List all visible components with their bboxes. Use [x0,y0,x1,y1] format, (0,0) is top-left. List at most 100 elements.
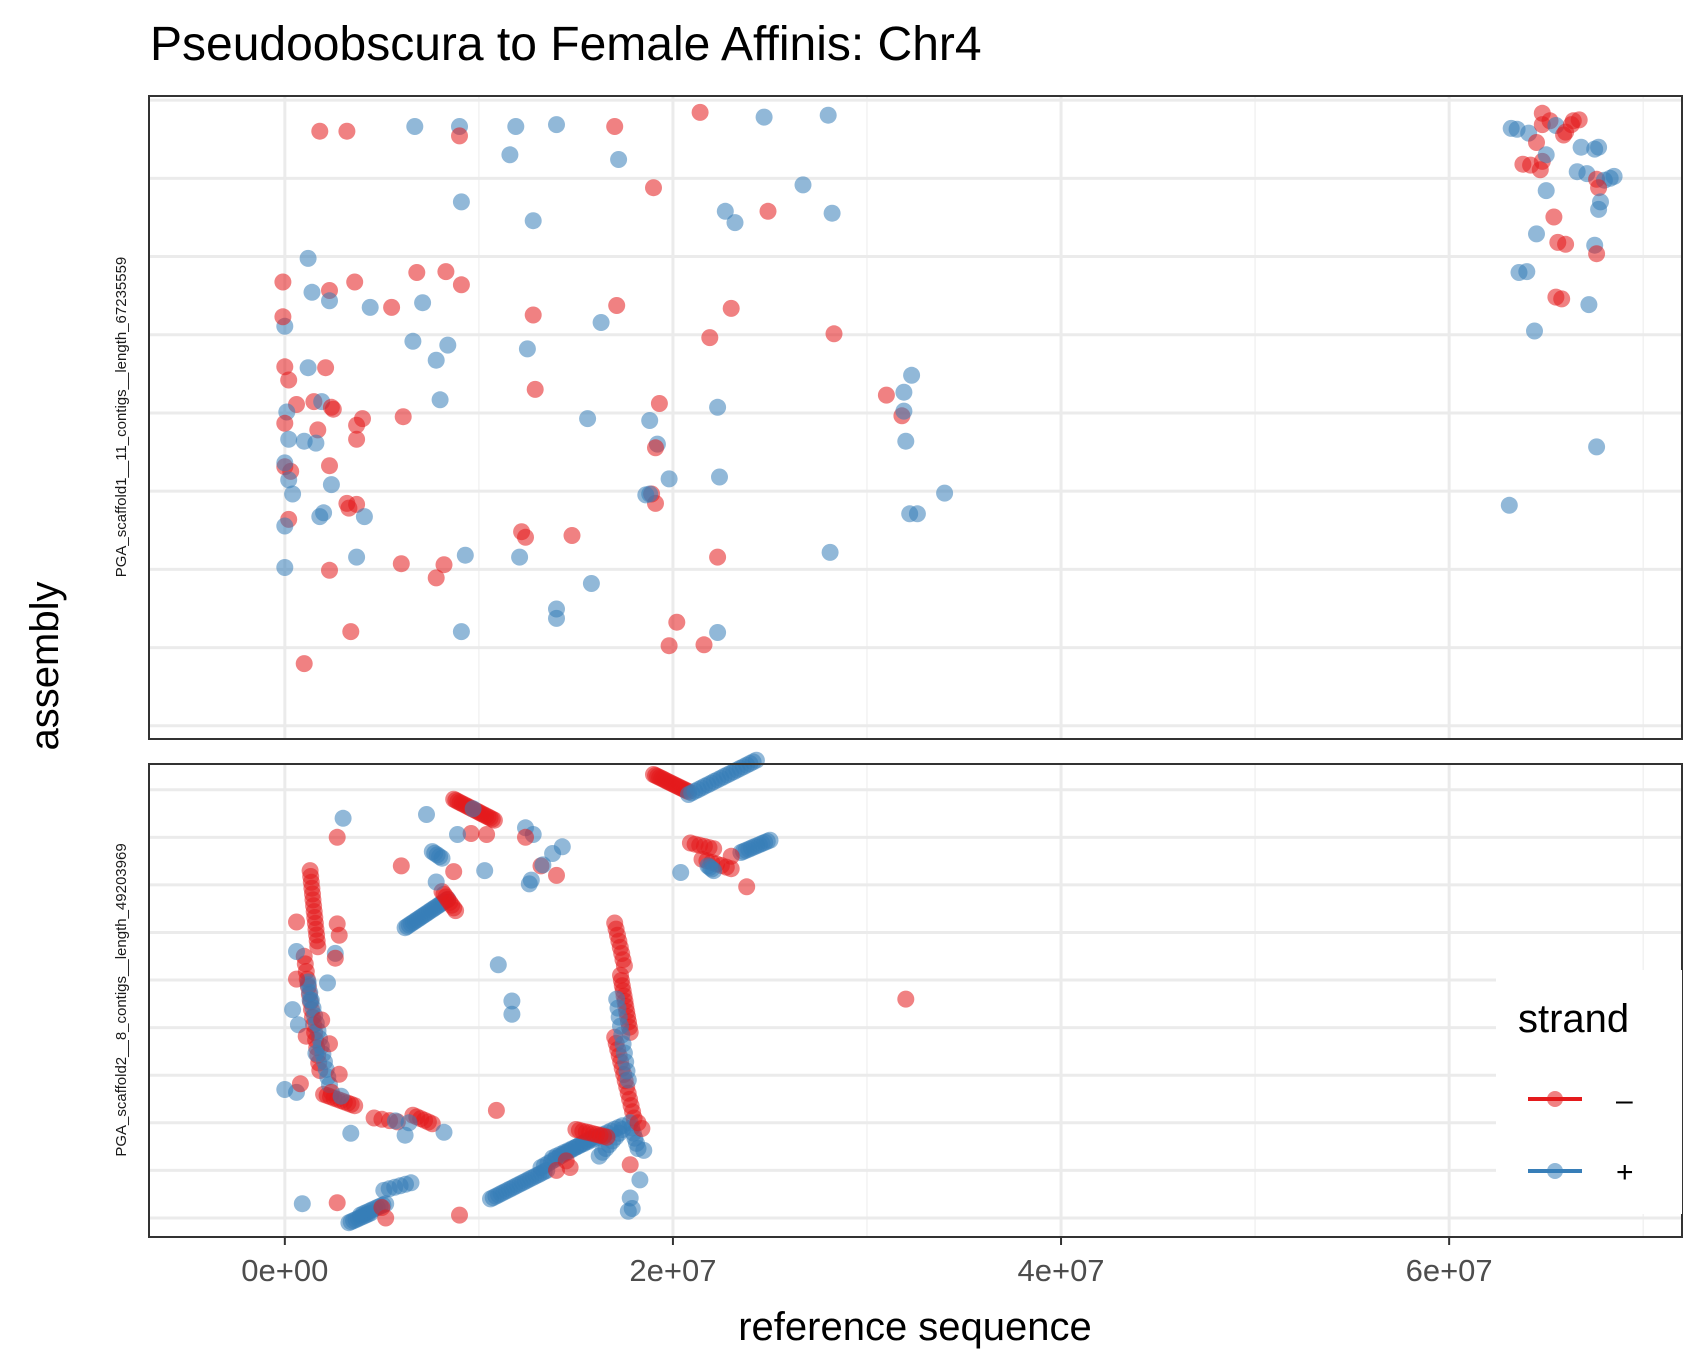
legend-title: strand [1518,997,1629,1041]
point-top-15 [452,193,470,211]
point-bottom-20 [517,828,534,846]
point-top-49 [526,380,544,398]
point-top-145 [1531,161,1549,179]
point-bottom-15 [544,845,562,862]
point-top-106 [276,559,294,576]
point-top-124 [637,486,655,504]
point-top-138 [1572,138,1590,156]
legend-key-plus [1528,1163,1582,1179]
point-top-109 [392,555,410,573]
point-bottom-seg0-19 [485,811,503,829]
point-top-81 [321,457,338,475]
point-bottom-7 [418,806,435,823]
panel-background-top [149,96,1682,739]
point-bottom-43 [332,1087,350,1105]
legend-key-minus-dot [1547,1091,1563,1107]
point-bottom-seg4-6 [722,860,740,878]
point-bottom-52 [435,1123,453,1141]
point-top-33 [524,306,542,324]
point-top-30 [361,298,379,316]
x-tick-label-0: 0e+00 [241,1253,328,1288]
point-top-43 [518,340,536,358]
point-bottom-seg20-9 [346,1097,364,1115]
point-top-151 [1605,167,1623,185]
point-top-32 [414,294,432,312]
point-bottom-1 [328,828,346,846]
point-top-169 [1500,496,1518,514]
point-bottom-3 [464,800,482,818]
point-top-61 [877,386,895,404]
point-top-131 [1533,104,1551,122]
point-top-41 [404,332,422,350]
point-top-166 [1580,296,1598,314]
point-top-24 [437,263,455,281]
point-bottom-seg9-7 [447,902,465,920]
point-top-73 [280,430,298,448]
point-bottom-10 [478,826,496,843]
point-bottom-56 [548,1161,565,1179]
point-top-89 [355,508,373,526]
legend-label-minus: – [1616,1084,1633,1117]
point-top-159 [1557,235,1575,253]
point-top-144 [1537,146,1555,164]
point-top-19 [759,202,777,220]
point-top-39 [701,329,719,347]
legend-label-plus: + [1616,1156,1634,1189]
point-bottom-seg17-9 [598,1128,616,1146]
point-top-18 [726,214,744,232]
point-top-155 [1590,200,1608,218]
point-top-60 [709,398,727,416]
facet-label-top: PGA_scaffold1__11_contigs__length_672355… [113,257,130,578]
point-top-115 [548,609,565,627]
point-top-13 [645,179,662,197]
point-top-25 [452,276,470,294]
point-bottom-69 [377,1209,395,1227]
panel-background-bottom [149,764,1682,1237]
points-top [274,103,1623,673]
point-top-120 [342,623,360,641]
point-bottom-seg2-21 [747,751,765,769]
point-top-82 [280,471,298,489]
chart-title: Pseudoobscura to Female Affinis: Chr4 [150,18,982,71]
point-top-165 [1553,290,1571,308]
point-top-55 [324,400,342,418]
point-top-7 [606,118,624,135]
point-bottom-45 [427,873,445,891]
point-top-140 [1590,138,1608,156]
point-top-77 [647,439,664,457]
point-top-96 [711,468,728,486]
point-bottom-9 [449,826,466,843]
x-tick-label-2: 4e+07 [1017,1253,1104,1288]
panel-border-top [148,95,1683,740]
point-top-46 [299,359,317,377]
point-bottom-seg6-11 [761,831,779,849]
point-top-31 [383,298,401,316]
x-tick-label-1: 2e+07 [629,1253,716,1288]
point-bottom-57 [561,1159,579,1176]
point-top-62 [895,383,913,401]
point-top-156 [1545,208,1563,226]
point-bottom-59 [631,1171,649,1189]
point-top-44 [427,351,445,369]
point-top-69 [394,408,412,426]
point-bottom-58 [621,1156,639,1174]
point-top-38 [274,308,292,326]
point-top-103 [517,528,534,546]
point-bottom-72 [386,1112,404,1130]
point-bottom-seg5-3 [705,862,723,880]
point-top-40 [825,325,843,343]
point-bottom-19 [738,878,756,896]
point-bottom-13 [476,862,494,880]
point-top-157 [1528,225,1545,243]
point-top-100 [821,543,839,561]
point-bottom-36 [297,1027,315,1045]
point-top-10 [819,106,837,124]
point-top-12 [610,151,628,168]
point-top-26 [346,273,364,291]
point-bottom-71 [400,1114,418,1132]
point-bottom-22 [288,913,305,931]
point-bottom-23 [288,943,305,960]
point-top-163 [1518,263,1536,281]
x-axis-title: reference sequence [738,1305,1092,1349]
point-bottom-34 [321,1035,338,1053]
